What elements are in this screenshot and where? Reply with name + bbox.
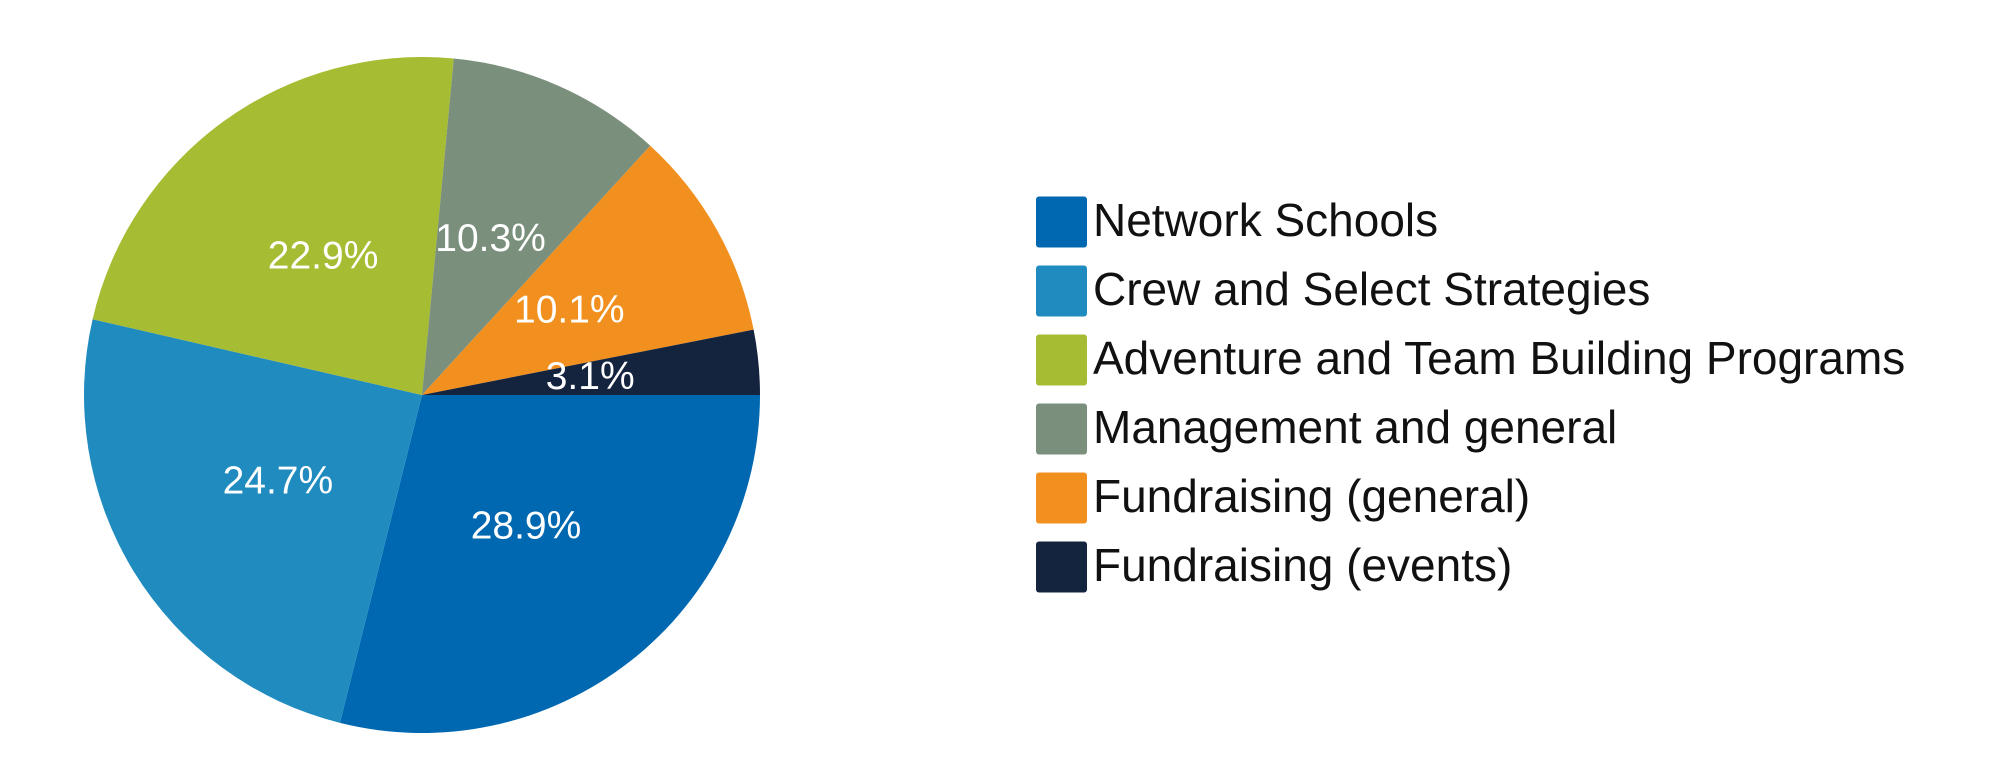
legend-label: Crew and Select Strategies — [1093, 263, 1650, 315]
legend-swatch — [1036, 541, 1087, 593]
legend-swatch — [1036, 403, 1087, 455]
legend-swatch — [1036, 265, 1087, 317]
pie-slice — [92, 56, 454, 395]
legend-label: Adventure and Team Building Programs — [1093, 332, 1905, 384]
slice-label: 24.7% — [223, 460, 334, 503]
slice-label: 28.9% — [471, 505, 582, 548]
slice-label: 10.1% — [514, 288, 625, 331]
slice-label: 3.1% — [546, 355, 635, 398]
pie-slice — [422, 329, 760, 395]
pie-slice — [340, 395, 760, 733]
pie-slice — [83, 319, 422, 723]
legend-label: Network Schools — [1093, 194, 1438, 246]
legend-swatch — [1036, 196, 1087, 248]
slice-label: 22.9% — [268, 234, 379, 277]
pie-slice — [422, 58, 651, 395]
pie-slice — [422, 145, 754, 395]
legend-label: Fundraising (general) — [1093, 470, 1530, 522]
slice-label: 10.3% — [435, 217, 546, 260]
legend-label: Management and general — [1093, 401, 1617, 453]
legend-label: Fundraising (events) — [1093, 539, 1512, 591]
legend-swatch — [1036, 334, 1087, 386]
legend-swatch — [1036, 472, 1087, 524]
